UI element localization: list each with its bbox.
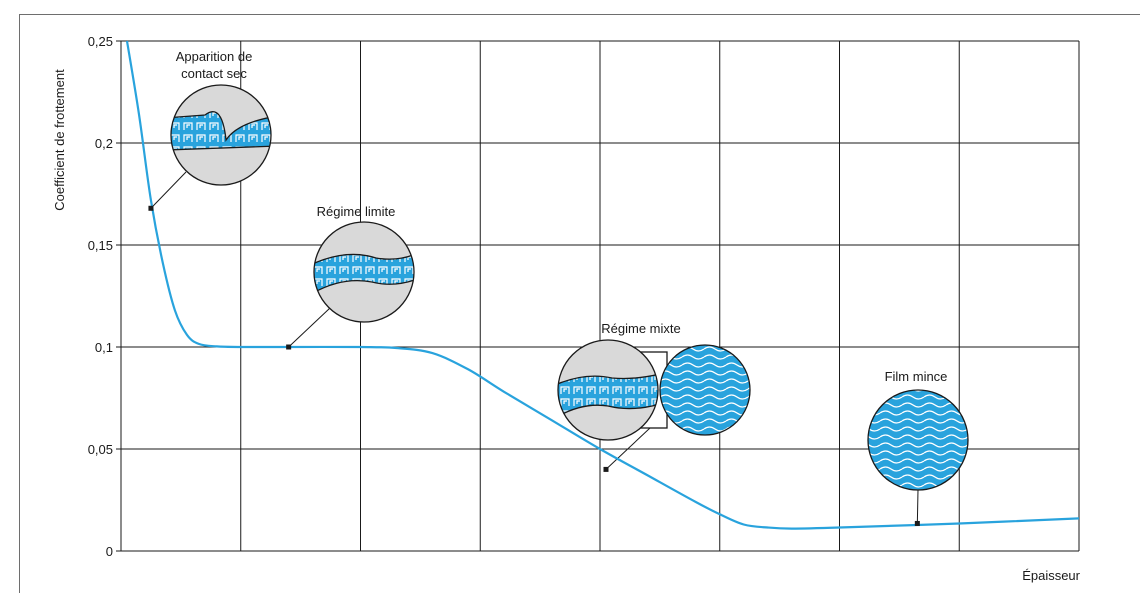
marker-thin-film	[914, 520, 920, 526]
mixed-regime-inset	[557, 339, 751, 441]
regime-insets	[170, 84, 969, 491]
annotation-boundary-regime: Régime limite	[317, 204, 396, 219]
annotation-labels: Apparition de contact sec Régime limite …	[176, 49, 948, 384]
figure-frame	[19, 14, 1140, 593]
grid	[116, 40, 1080, 552]
y-tick-label-3: 0,15	[88, 238, 113, 253]
annotation-mixed-regime: Régime mixte	[601, 321, 680, 336]
y-tick-label-2: 0,1	[95, 340, 113, 355]
dry-contact-inset	[170, 84, 272, 186]
boundary-regime-inset	[313, 221, 415, 323]
y-tick-label-0: 0	[106, 544, 113, 559]
annotation-markers	[148, 205, 920, 526]
x-axis-label: Épaisseur	[1022, 568, 1080, 583]
y-tick-labels: 0 0,05 0,1 0,15 0,2 0,25	[88, 34, 113, 559]
friction-curve	[125, 40, 1080, 530]
marker-mixed	[603, 466, 609, 472]
leader-boundary	[288, 307, 331, 348]
marker-dry-contact	[148, 205, 154, 211]
y-tick-label-4: 0,2	[95, 136, 113, 151]
annotation-dry-contact-line-2: contact sec	[181, 66, 247, 81]
leader-dry-contact	[150, 171, 187, 209]
y-axis-label: Coefficient de frottement	[52, 69, 67, 211]
thin-film-inset	[867, 389, 969, 491]
leader-mixed	[605, 427, 651, 470]
annotation-leaders	[150, 171, 919, 524]
annotation-thin-film: Film mince	[885, 369, 948, 384]
leader-thin-film	[916, 489, 919, 524]
marker-boundary	[286, 344, 292, 350]
annotation-dry-contact-line-1: Apparition de	[176, 49, 253, 64]
y-tick-label-5: 0,25	[88, 34, 113, 49]
y-tick-label-1: 0,05	[88, 442, 113, 457]
